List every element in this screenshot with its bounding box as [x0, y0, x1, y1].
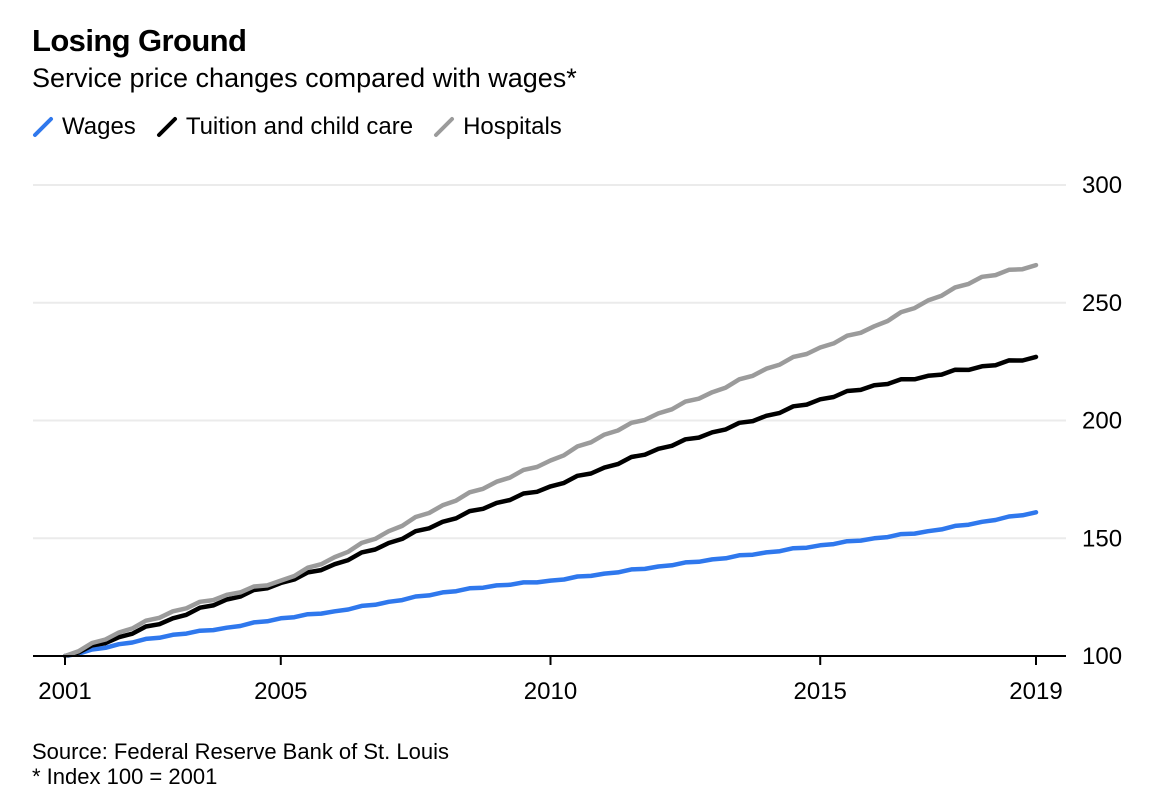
- legend-label-tuition: Tuition and child care: [185, 113, 414, 140]
- legend-swatch-wages: [33, 117, 53, 137]
- legend-item-hospitals: Hospitals: [433, 111, 562, 143]
- legend-label-wages: Wages: [62, 113, 136, 140]
- y-tick-label-200: 200: [1082, 408, 1122, 435]
- x-tick-label-2019: 2019: [1009, 678, 1062, 705]
- legend: Wages Tuition and child care Hospitals: [32, 111, 582, 143]
- index-note: * Index 100 = 2001: [32, 764, 218, 789]
- x-tick-label-2005: 2005: [254, 678, 307, 705]
- series-line-tuition-and-child-care: [62, 354, 1039, 659]
- legend-swatch-hospitals: [434, 117, 455, 137]
- x-tick-label-2001: 2001: [38, 678, 91, 705]
- legend-item-tuition: Tuition and child care: [156, 111, 413, 143]
- legend-swatch-tuition: [156, 117, 177, 137]
- y-tick-label-250: 250: [1082, 290, 1122, 317]
- x-tick-label-2015: 2015: [794, 678, 847, 705]
- legend-label-hospitals: Hospitals: [463, 113, 562, 140]
- x-tick-label-2010: 2010: [524, 678, 577, 705]
- y-tick-label-300: 300: [1082, 172, 1122, 199]
- chart-subtitle: Service price changes compared with wage…: [32, 63, 577, 93]
- series-line-wages: [62, 510, 1039, 659]
- y-tick-label-150: 150: [1082, 525, 1122, 552]
- y-tick-label-100: 100: [1082, 643, 1122, 670]
- chart-title: Losing Ground: [32, 23, 247, 58]
- legend-item-wages: Wages: [32, 111, 136, 143]
- series-line-hospitals: [62, 262, 1039, 659]
- source-note: Source: Federal Reserve Bank of St. Loui…: [32, 739, 449, 764]
